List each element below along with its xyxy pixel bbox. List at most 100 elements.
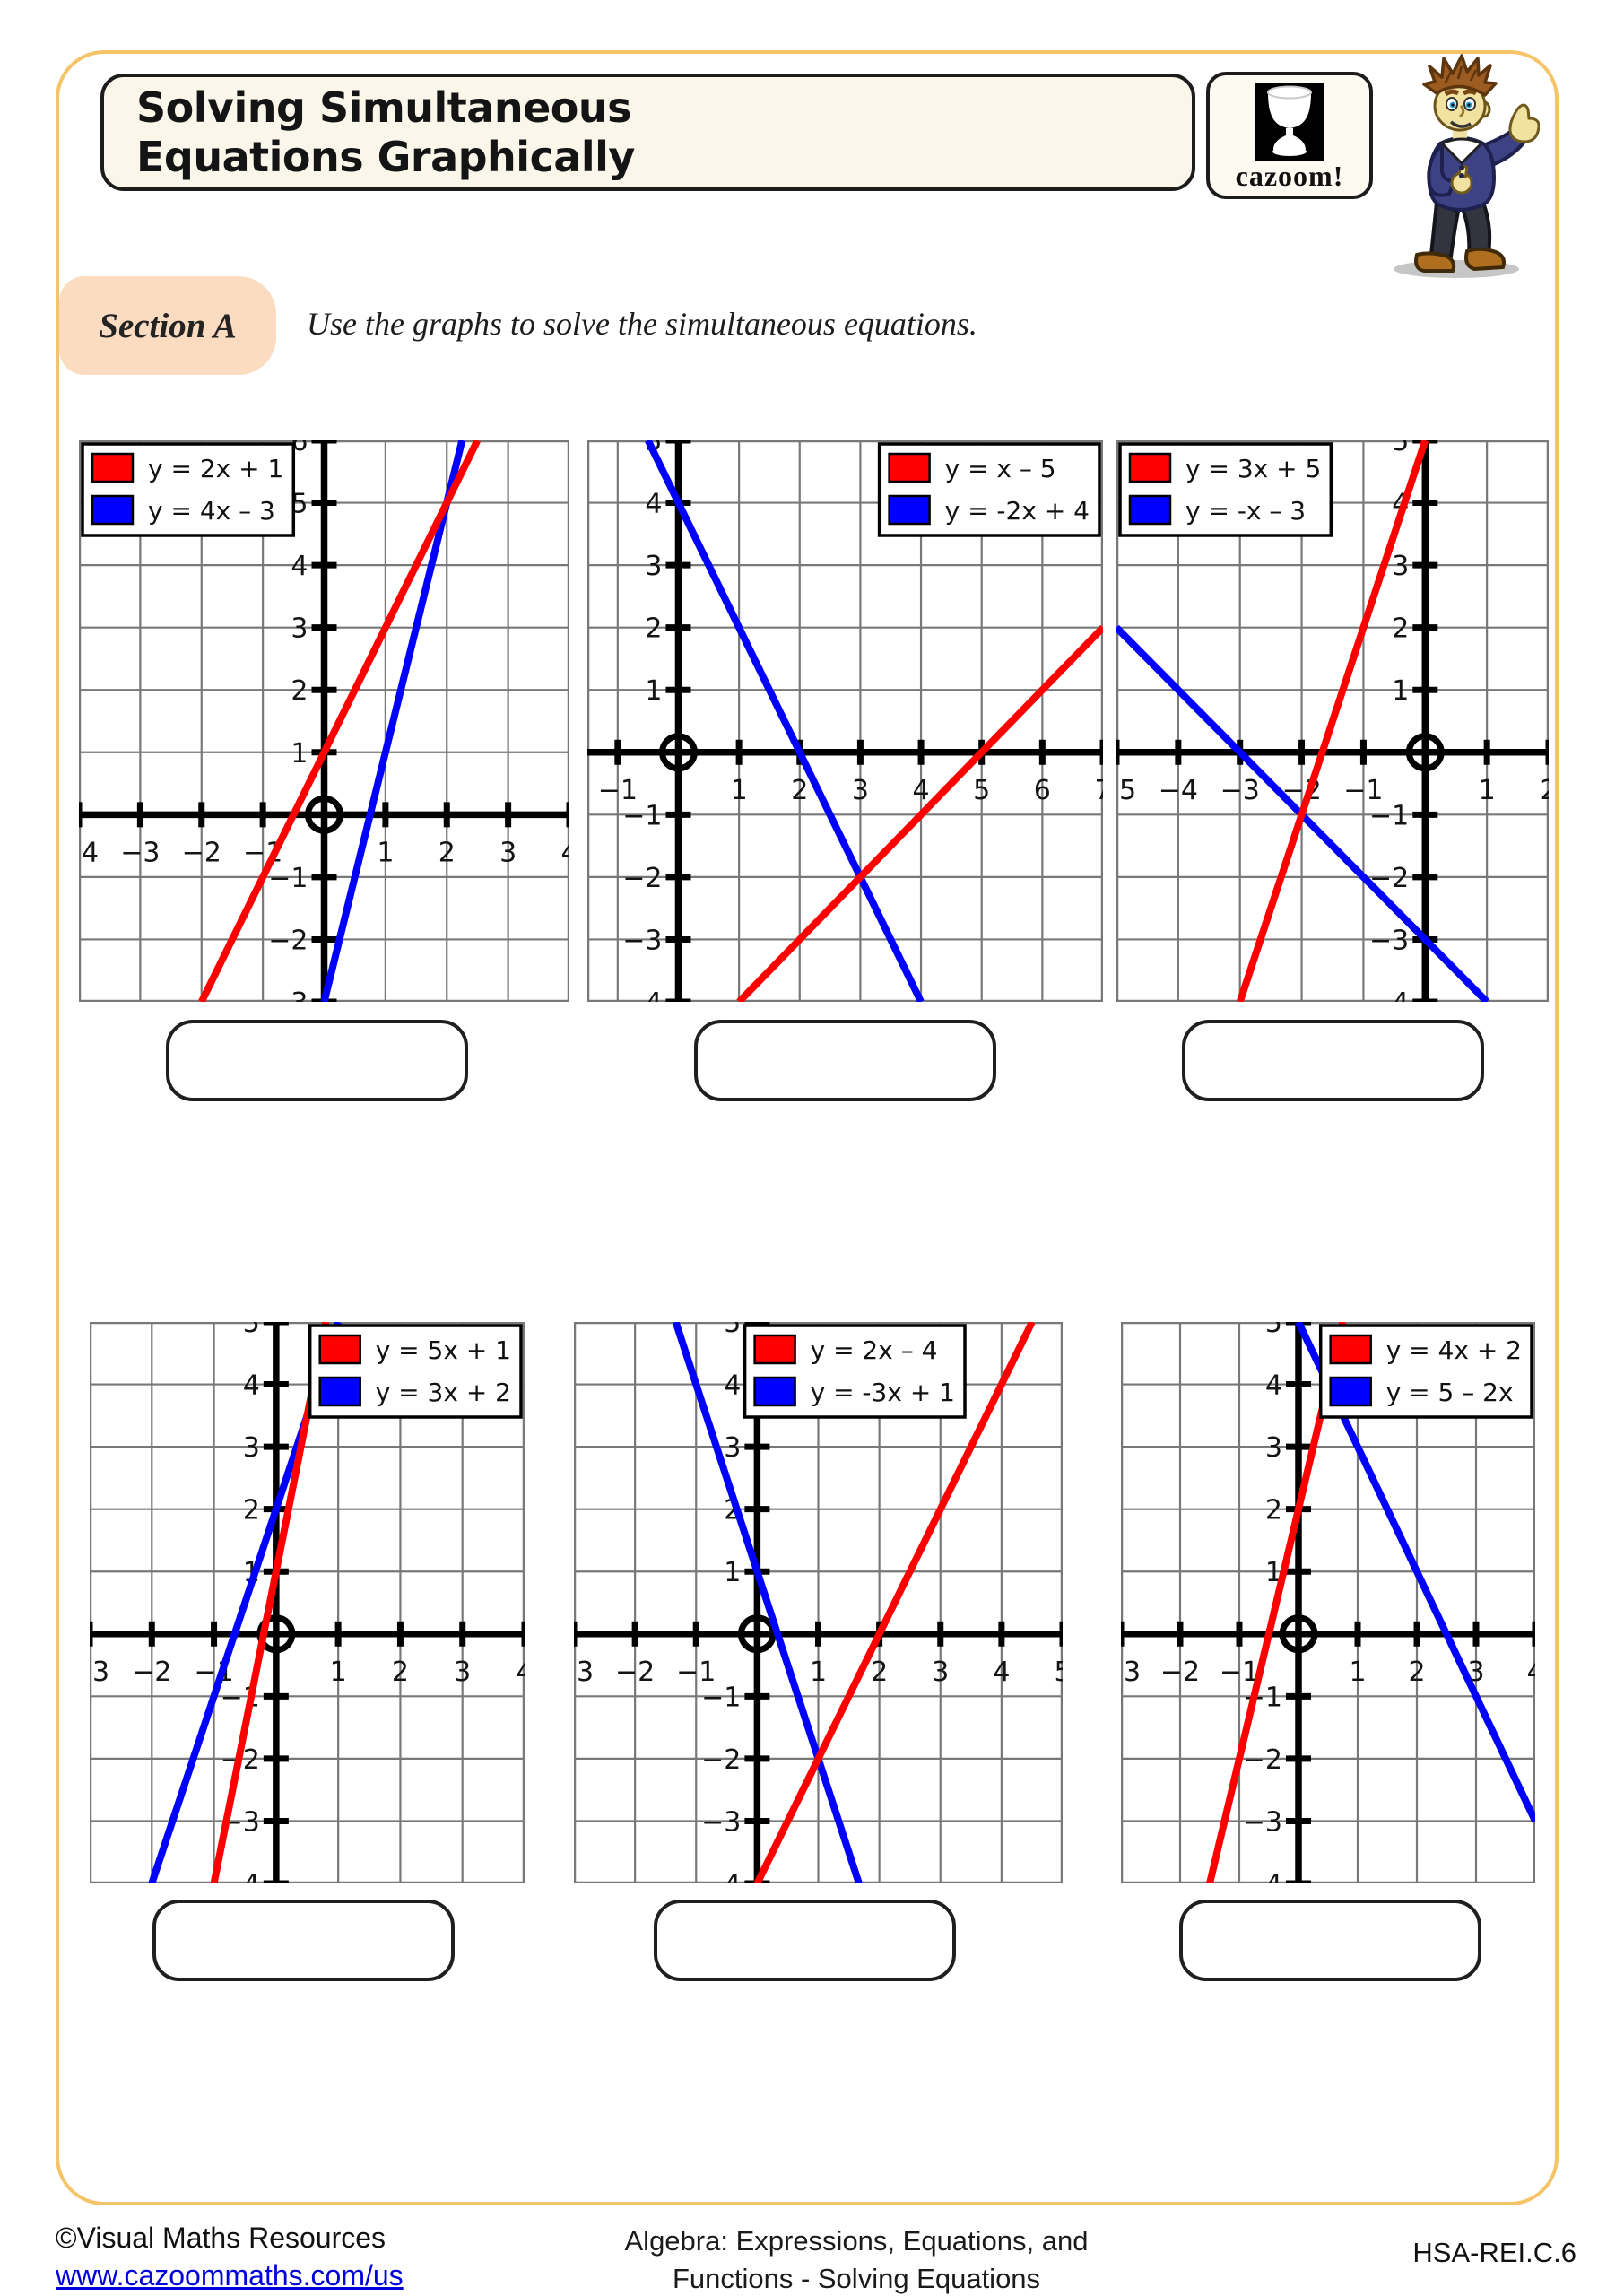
svg-text:−3: −3: [701, 1806, 741, 1838]
svg-text:6: 6: [291, 440, 308, 457]
svg-text:−2: −2: [701, 1744, 741, 1776]
svg-text:−2: −2: [622, 863, 662, 894]
svg-text:−3: −3: [1220, 775, 1260, 806]
svg-text:−1: −1: [598, 775, 638, 806]
svg-text:−3: −3: [622, 925, 662, 956]
svg-text:y = -x – 3: y = -x – 3: [1185, 496, 1306, 526]
svg-text:−4: −4: [1369, 987, 1409, 1002]
svg-text:−1: −1: [676, 1657, 716, 1688]
svg-text:5: 5: [724, 1322, 741, 1339]
page-border-frame: [56, 50, 1559, 2205]
footer-url-link[interactable]: www.cazoommaths.com/us: [56, 2259, 404, 2292]
svg-text:−1: −1: [268, 863, 308, 894]
svg-text:3: 3: [454, 1657, 471, 1688]
svg-text:4: 4: [1526, 1657, 1535, 1688]
svg-text:5: 5: [1054, 1657, 1063, 1688]
svg-text:y = 3x + 2: y = 3x + 2: [376, 1378, 511, 1407]
svg-text:4: 4: [913, 775, 930, 806]
footer-left: ©Visual Maths Resources www.cazoommaths.…: [56, 2219, 404, 2294]
svg-text:−4: −4: [1159, 775, 1198, 806]
svg-text:3: 3: [1392, 551, 1409, 582]
svg-text:1: 1: [1349, 1657, 1366, 1688]
svg-text:−5: −5: [1116, 775, 1136, 806]
svg-text:1: 1: [1392, 675, 1409, 707]
svg-text:4: 4: [516, 1657, 525, 1688]
svg-text:−2: −2: [615, 1657, 655, 1688]
svg-text:4: 4: [645, 489, 662, 520]
svg-text:−2: −2: [1243, 1744, 1282, 1776]
svg-text:−3: −3: [268, 987, 308, 1002]
svg-text:3: 3: [932, 1657, 949, 1688]
svg-text:−4: −4: [221, 1869, 260, 1883]
footer-standard-code: HSA-REI.C.6: [1412, 2237, 1576, 2268]
answer-box-3[interactable]: [1182, 1020, 1484, 1101]
svg-text:3: 3: [852, 775, 869, 806]
answer-box-6[interactable]: [1179, 1900, 1481, 1981]
svg-text:2: 2: [871, 1657, 888, 1688]
svg-text:1: 1: [810, 1657, 827, 1688]
svg-text:1: 1: [377, 837, 394, 868]
svg-text:2: 2: [1392, 613, 1409, 645]
svg-text:2: 2: [243, 1495, 260, 1526]
svg-text:1: 1: [645, 675, 662, 707]
svg-text:1: 1: [291, 738, 308, 770]
svg-text:y = 5 – 2x: y = 5 – 2x: [1386, 1378, 1514, 1407]
svg-text:2: 2: [1408, 1657, 1425, 1688]
svg-text:−3: −3: [90, 1657, 109, 1688]
footer-topic-line2: Functions - Solving Equations: [672, 2263, 1041, 2294]
section-a-label: Section A: [99, 306, 237, 345]
svg-text:−3: −3: [1243, 1806, 1282, 1838]
svg-text:2: 2: [1540, 775, 1549, 806]
svg-text:4: 4: [724, 1370, 741, 1402]
svg-text:−4: −4: [1243, 1869, 1282, 1883]
svg-text:y = 2x + 1: y = 2x + 1: [148, 454, 283, 483]
svg-text:3: 3: [499, 837, 517, 868]
cazoom-vase-icon: [1255, 83, 1324, 161]
svg-text:2: 2: [392, 1657, 409, 1688]
svg-text:−1: −1: [622, 800, 662, 831]
svg-text:5: 5: [243, 1322, 260, 1339]
svg-text:y = 3x + 5: y = 3x + 5: [1185, 454, 1321, 483]
svg-text:y = -2x + 4: y = -2x + 4: [945, 496, 1090, 526]
answer-box-5[interactable]: [654, 1900, 956, 1981]
svg-text:−4: −4: [701, 1869, 741, 1883]
svg-text:2: 2: [439, 837, 456, 868]
svg-text:1: 1: [1479, 775, 1496, 806]
svg-text:−3: −3: [1121, 1657, 1141, 1688]
svg-text:2: 2: [1265, 1495, 1282, 1526]
svg-text:y = 5x + 1: y = 5x + 1: [376, 1335, 511, 1365]
mascot-boy-illustration: [1394, 54, 1540, 278]
footer-topic: Algebra: Expressions, Equations, and Fun…: [516, 2222, 1197, 2296]
cazoom-logo-text: cazoom!: [1235, 160, 1344, 192]
svg-text:−3: −3: [120, 837, 160, 868]
svg-text:−1: −1: [1369, 800, 1409, 831]
svg-text:−1: −1: [1343, 775, 1383, 806]
svg-text:5: 5: [1392, 440, 1409, 457]
svg-text:y = 2x – 4: y = 2x – 4: [811, 1335, 938, 1365]
svg-text:y = 4x + 2: y = 4x + 2: [1386, 1335, 1522, 1365]
svg-text:1: 1: [731, 775, 748, 806]
svg-text:4: 4: [243, 1370, 260, 1402]
answer-box-2[interactable]: [694, 1020, 996, 1101]
svg-text:6: 6: [1034, 775, 1051, 806]
footer-copyright: ©Visual Maths Resources: [56, 2222, 386, 2254]
svg-text:3: 3: [243, 1432, 260, 1464]
svg-text:−4: −4: [622, 987, 662, 1002]
svg-text:2: 2: [791, 775, 808, 806]
section-a-badge: Section A: [59, 276, 276, 375]
svg-text:3: 3: [291, 613, 308, 645]
svg-text:5: 5: [973, 775, 990, 806]
answer-box-1[interactable]: [166, 1020, 468, 1101]
svg-text:−2: −2: [182, 837, 221, 868]
answer-box-4[interactable]: [152, 1900, 455, 1981]
svg-text:y = 4x – 3: y = 4x – 3: [148, 496, 275, 526]
svg-text:1: 1: [724, 1557, 741, 1588]
svg-text:2: 2: [291, 675, 308, 707]
svg-text:−2: −2: [268, 925, 308, 956]
